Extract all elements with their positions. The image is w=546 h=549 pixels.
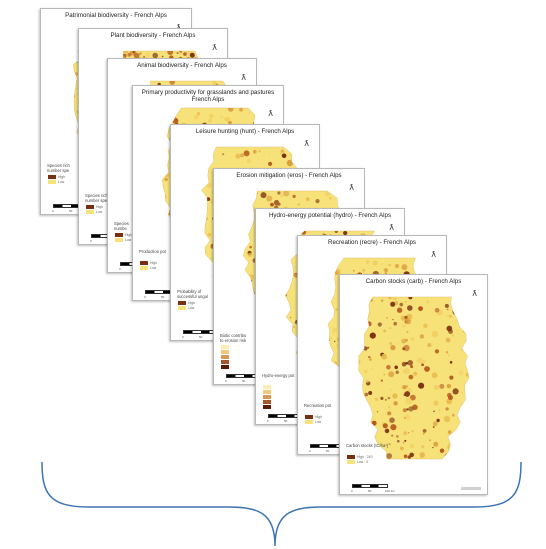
scale-label: 0 [182,335,184,339]
legend-label: Low [188,306,195,310]
legend-swatch [347,460,355,464]
legend-title: Species rich number spe [47,163,70,173]
legend-label: High [125,233,132,237]
map-card-carb: Carbon stocks (carb) - French Alps ƛ Carbo… [339,274,488,495]
alps-map-raster [358,296,470,460]
legend-title: Carbon stocks (tC/ha¹) [346,443,389,448]
north-arrow-icon: ƛ [472,289,477,298]
legend-swatch [86,210,94,214]
legend-label: Low [58,180,65,184]
legend-label: High [188,301,195,305]
legend-swatch [221,355,229,359]
north-arrow-icon: ƛ [241,73,246,82]
legend-swatch [86,205,94,209]
north-arrow-icon: ƛ [349,183,354,192]
legend-swatch [48,175,56,179]
legend-swatch [178,306,186,310]
north-arrow-icon: ƛ [304,139,309,148]
legend-title: Recreation pot [304,403,332,408]
legend-swatch [263,385,271,389]
map-title: Recreation (recre) - French Alps [327,239,417,246]
scale-label: 0 [52,209,54,213]
scale-label: 0 [90,239,92,243]
legend-swatch [263,400,271,404]
north-arrow-icon: ƛ [212,43,217,52]
scale-label: 50 [242,379,246,383]
legend-swatch [140,266,148,270]
map-title: Plant biodiversity - French Alps [110,32,196,39]
map-title: Erosion mitigation (eros) - French Alps [236,172,342,179]
legend-label: Low [96,210,103,214]
legend-swatch [178,301,186,305]
legend-swatch [221,350,229,354]
legend-swatch [263,390,271,394]
legend-swatch [221,365,229,369]
north-arrow-icon: ƛ [431,250,436,259]
legend-label: High : 240 [357,455,373,459]
legend-swatch [115,233,123,237]
legend-swatch [115,238,123,242]
legend-swatch [48,180,56,184]
map-title: Animal biodiversity - French Alps [137,62,227,69]
institution-logo [461,487,481,490]
legend-label: Low [315,420,322,424]
scale-bar [352,484,388,488]
legend-swatch [305,415,313,419]
scale-label: 50 [161,295,165,299]
map-title: Leisure hunting (hunt) - French Alps [195,128,295,135]
north-arrow-icon: ƛ [389,223,394,232]
legend-label: High [315,415,322,419]
legend-title: Production pot [139,249,167,254]
legend-label: High [96,205,103,209]
scale-label: 0 [119,267,121,271]
legend-label: Low [125,238,132,242]
legend-label: Low : 0 [357,460,368,464]
scale-label: 0 [225,379,227,383]
legend-swatch [263,405,271,409]
scale-label: 0 [144,295,146,299]
legend-label: High [58,175,65,179]
map-title: Hydro-energy potential (hydro) - French … [268,212,392,219]
scale-label: 50 [199,335,203,339]
scale-label: 0 [351,489,353,493]
legend-title: Species numbe [114,221,129,231]
scale-label: 50 [284,419,288,423]
legend-title: Species rich number spe [85,193,108,203]
legend-title: Probability of successful ungul [177,289,208,299]
north-arrow-icon: ƛ [268,109,273,118]
legend-swatch [221,345,229,349]
legend-swatch [140,261,148,265]
map-title: Carbon stocks (carb) - French Alps [365,278,462,285]
scale-label: 50 [368,489,372,493]
map-title: Primary productivity for grasslands and … [141,89,275,103]
legend-swatch [263,395,271,399]
map-title: Patrimonial biodiversity - French Alps [65,12,167,19]
scale-label: 0 [267,419,269,423]
scale-label: 50 [326,449,330,453]
legend-title: Biotic contribu to erosion risk [220,333,247,343]
legend-title: Hydro-energy pot [262,373,295,378]
legend-label: Low [150,266,157,270]
scale-label: 50 [69,209,73,213]
scale-label: 100 km [385,489,395,493]
north-arrow-icon: ƛ [176,24,181,32]
scale-label: 0 [309,449,311,453]
legend-swatch [305,420,313,424]
legend-swatch [221,360,229,364]
legend-swatch [347,455,355,459]
legend-label: High [150,261,157,265]
